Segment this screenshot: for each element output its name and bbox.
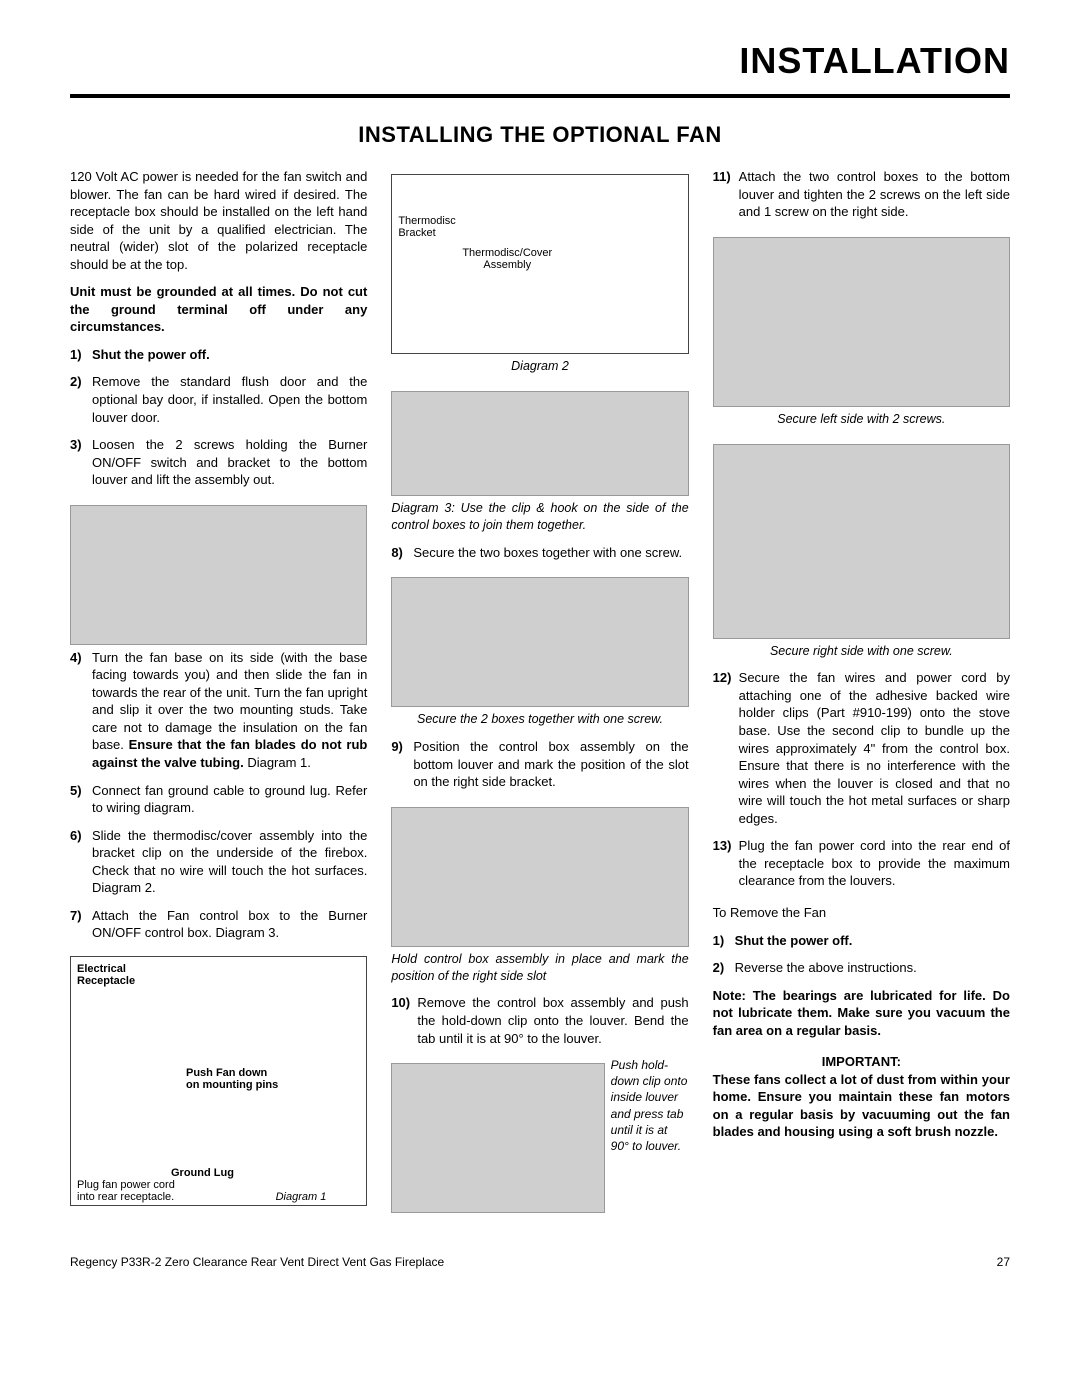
step-num: 10) bbox=[391, 994, 417, 1047]
step4-post: Diagram 1. bbox=[244, 755, 311, 770]
step-5: 5) Connect fan ground cable to ground lu… bbox=[70, 782, 367, 817]
step-12: 12) Secure the fan wires and power cord … bbox=[713, 669, 1010, 827]
page-title: INSTALLATION bbox=[70, 40, 1010, 82]
step-num: 12) bbox=[713, 669, 739, 827]
photo-left-screws bbox=[713, 237, 1010, 407]
step-text: Shut the power off. bbox=[92, 346, 367, 364]
step-num: 13) bbox=[713, 837, 739, 890]
photo-holddown-caption: Push hold-down clip onto inside louver a… bbox=[611, 1057, 689, 1154]
step-text: Connect fan ground cable to ground lug. … bbox=[92, 782, 367, 817]
column-2: Thermodisc Bracket Thermodisc/Cover Asse… bbox=[391, 168, 688, 1217]
important-text: These fans collect a lot of dust from wi… bbox=[713, 1071, 1010, 1141]
step4-bold: Ensure that the fan blades do not rub ag… bbox=[92, 737, 367, 770]
step-3: 3) Loosen the 2 screws holding the Burne… bbox=[70, 436, 367, 489]
step-4: 4) Turn the fan base on its side (with t… bbox=[70, 649, 367, 772]
photo-secure-boxes-caption: Secure the 2 boxes together with one scr… bbox=[391, 711, 688, 728]
photo-right-screw bbox=[713, 444, 1010, 639]
step-text: Remove the standard flush door and the o… bbox=[92, 373, 367, 426]
step-text: Shut the power off. bbox=[735, 932, 1010, 950]
step-text: Loosen the 2 screws holding the Burner O… bbox=[92, 436, 367, 489]
d2-label-assembly: Thermodisc/Cover Assembly bbox=[462, 247, 552, 271]
step-6: 6) Slide the thermodisc/cover assembly i… bbox=[70, 827, 367, 897]
step-7: 7) Attach the Fan control box to the Bur… bbox=[70, 907, 367, 942]
step-text: Reverse the above instructions. bbox=[735, 959, 1010, 977]
content-columns: 120 Volt AC power is needed for the fan … bbox=[70, 168, 1010, 1217]
remove-step-2: 2) Reverse the above instructions. bbox=[713, 959, 1010, 977]
step-11: 11) Attach the two control boxes to the … bbox=[713, 168, 1010, 221]
photo-mark-slot-caption: Hold control box assembly in place and m… bbox=[391, 951, 688, 985]
step-text: Plug the fan power cord into the rear en… bbox=[739, 837, 1010, 890]
d1-label-plug: Plug fan power cord into rear receptacle… bbox=[77, 1179, 175, 1203]
step-text: Slide the thermodisc/cover assembly into… bbox=[92, 827, 367, 897]
step-num: 11) bbox=[713, 168, 739, 221]
diagram-2-caption: Diagram 2 bbox=[391, 358, 688, 375]
step-num: 3) bbox=[70, 436, 92, 489]
step-num: 1) bbox=[713, 932, 735, 950]
photo-left-screws-caption: Secure left side with 2 screws. bbox=[713, 411, 1010, 428]
diagram-2: Thermodisc Bracket Thermodisc/Cover Asse… bbox=[391, 174, 688, 354]
bearings-note: Note: The bearings are lubricated for li… bbox=[713, 987, 1010, 1040]
photo-diagram-3 bbox=[391, 391, 688, 496]
important-heading: IMPORTANT: bbox=[713, 1053, 1010, 1071]
footer-product: Regency P33R-2 Zero Clearance Rear Vent … bbox=[70, 1255, 444, 1269]
ground-warning: Unit must be grounded at all times. Do n… bbox=[70, 283, 367, 336]
step-num: 1) bbox=[70, 346, 92, 364]
column-3: 11) Attach the two control boxes to the … bbox=[713, 168, 1010, 1217]
step-10: 10) Remove the control box assembly and … bbox=[391, 994, 688, 1047]
step-text: Remove the control box assembly and push… bbox=[417, 994, 688, 1047]
step-1: 1) Shut the power off. bbox=[70, 346, 367, 364]
step-text: Turn the fan base on its side (with the … bbox=[92, 649, 367, 772]
step-13: 13) Plug the fan power cord into the rea… bbox=[713, 837, 1010, 890]
d1-label-lug: Ground Lug bbox=[171, 1167, 234, 1179]
step-num: 2) bbox=[70, 373, 92, 426]
step-text: Position the control box assembly on the… bbox=[413, 738, 688, 791]
d1-label-push: Push Fan down on mounting pins bbox=[186, 1067, 278, 1091]
step-num: 2) bbox=[713, 959, 735, 977]
step-8: 8) Secure the two boxes together with on… bbox=[391, 544, 688, 562]
intro-text: 120 Volt AC power is needed for the fan … bbox=[70, 168, 367, 273]
step-num: 4) bbox=[70, 649, 92, 772]
remove-step-1: 1) Shut the power off. bbox=[713, 932, 1010, 950]
footer-page: 27 bbox=[997, 1255, 1010, 1269]
step-text: Attach the Fan control box to the Burner… bbox=[92, 907, 367, 942]
photo-burner-switch bbox=[70, 505, 367, 645]
column-1: 120 Volt AC power is needed for the fan … bbox=[70, 168, 367, 1217]
d2-label-bracket: Thermodisc Bracket bbox=[398, 215, 455, 239]
photo-holddown-clip bbox=[391, 1063, 604, 1213]
step-2: 2) Remove the standard flush door and th… bbox=[70, 373, 367, 426]
photo-secure-boxes bbox=[391, 577, 688, 707]
title-rule bbox=[70, 94, 1010, 98]
photo-right-screw-caption: Secure right side with one screw. bbox=[713, 643, 1010, 660]
d1-label-receptacle: Electrical Receptacle bbox=[77, 963, 135, 987]
step-num: 6) bbox=[70, 827, 92, 897]
d1-caption: Diagram 1 bbox=[276, 1191, 327, 1203]
page-footer: Regency P33R-2 Zero Clearance Rear Vent … bbox=[70, 1247, 1010, 1269]
photo-mark-slot bbox=[391, 807, 688, 947]
step-num: 7) bbox=[70, 907, 92, 942]
step-text: Attach the two control boxes to the bott… bbox=[739, 168, 1010, 221]
step-text: Secure the fan wires and power cord by a… bbox=[739, 669, 1010, 827]
step-9: 9) Position the control box assembly on … bbox=[391, 738, 688, 791]
section-title: INSTALLING THE OPTIONAL FAN bbox=[70, 122, 1010, 148]
step-num: 8) bbox=[391, 544, 413, 562]
diagram-1: Electrical Receptacle Push Fan down on m… bbox=[70, 956, 367, 1206]
step-num: 9) bbox=[391, 738, 413, 791]
remove-heading: To Remove the Fan bbox=[713, 904, 1010, 922]
step-num: 5) bbox=[70, 782, 92, 817]
step-text: Secure the two boxes together with one s… bbox=[413, 544, 688, 562]
diagram-3-caption: Diagram 3: Use the clip & hook on the si… bbox=[391, 500, 688, 534]
